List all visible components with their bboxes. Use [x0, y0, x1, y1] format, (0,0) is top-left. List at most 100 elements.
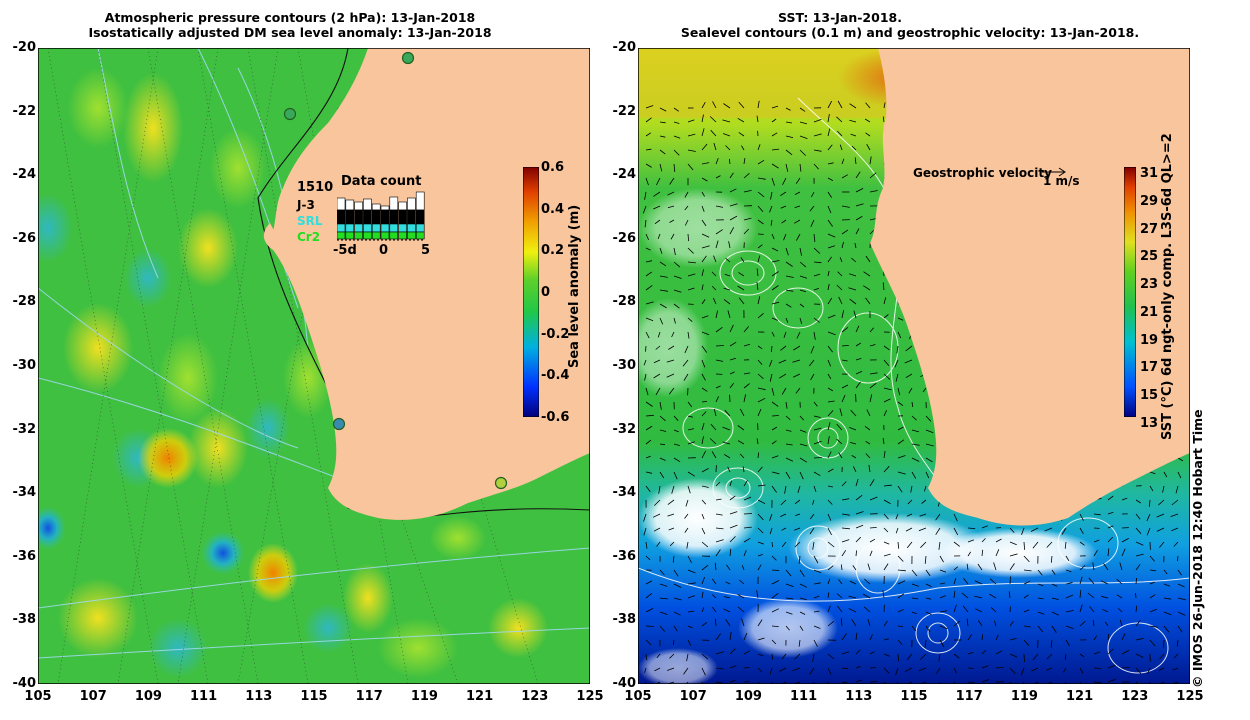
- velocity-arrow: [701, 143, 708, 151]
- data-count-bar: [389, 231, 399, 240]
- velocity-arrow: [865, 453, 871, 459]
- velocity-arrow: [841, 310, 844, 319]
- velocity-arrow: [1135, 619, 1141, 627]
- velocity-arrow: [812, 653, 815, 662]
- velocity-arrow: [953, 681, 956, 684]
- velocity-arrow: [799, 625, 804, 631]
- velocity-arrow: [981, 634, 984, 641]
- data-count-bar: [407, 209, 416, 225]
- velocity-arrow: [897, 569, 906, 572]
- velocity-arrow: [771, 247, 779, 252]
- velocity-arrow: [1116, 578, 1123, 585]
- velocity-arrow: [657, 331, 661, 338]
- velocity-arrow: [771, 485, 777, 493]
- sla-ytick-label: -32: [12, 421, 37, 437]
- velocity-arrow: [645, 592, 653, 599]
- sst-colorbar-tick: 21: [1140, 304, 1159, 320]
- velocity-arrow: [809, 513, 815, 520]
- velocity-arrow: [1163, 597, 1172, 600]
- velocity-arrow: [1176, 639, 1179, 647]
- velocity-arrow: [771, 415, 779, 417]
- velocity-arrow: [771, 132, 778, 137]
- velocity-arrow: [654, 667, 661, 672]
- velocity-arrow: [711, 285, 717, 291]
- velocity-arrow: [645, 117, 652, 123]
- velocity-arrow: [813, 415, 821, 418]
- velocity-arrow: [841, 681, 848, 684]
- velocity-arrow: [894, 359, 899, 368]
- velocity-arrow: [659, 303, 667, 309]
- velocity-arrow: [1079, 667, 1084, 674]
- velocity-arrow: [869, 496, 878, 501]
- pressure-contours: [38, 48, 590, 659]
- velocity-arrow: [643, 527, 647, 536]
- velocity-arrow: [729, 524, 738, 529]
- velocity-arrow: [655, 387, 661, 396]
- velocity-arrow: [883, 398, 891, 403]
- velocity-arrow: [836, 593, 843, 599]
- velocity-arrow: [795, 177, 801, 184]
- velocity-arrow: [729, 548, 732, 557]
- velocity-arrow: [656, 653, 661, 659]
- velocity-arrow: [739, 579, 745, 585]
- velocity-arrow: [659, 443, 666, 446]
- sla-xtick-label: 113: [245, 689, 273, 704]
- velocity-arrow: [715, 310, 718, 319]
- velocity-arrow: [653, 359, 661, 364]
- velocity-arrow: [673, 149, 680, 156]
- velocity-arrow: [785, 443, 793, 446]
- velocity-arrow: [715, 326, 723, 333]
- velocity-arrow: [911, 471, 917, 479]
- velocity-arrow: [995, 667, 1004, 669]
- velocity-arrow: [1065, 594, 1074, 599]
- velocity-arrow: [1093, 539, 1100, 543]
- velocity-arrow: [666, 373, 675, 378]
- velocity-arrow: [924, 555, 927, 564]
- velocity-arrow: [990, 607, 997, 613]
- velocity-arrow: [771, 455, 779, 459]
- velocity-arrow: [785, 471, 791, 480]
- velocity-arrow: [1092, 619, 1095, 627]
- velocity-arrow: [715, 157, 719, 165]
- velocity-arrow: [938, 653, 941, 662]
- sst-colorbar-tick: 17: [1140, 360, 1159, 376]
- data-count-bar: [415, 209, 425, 225]
- velocity-arrow: [783, 233, 787, 241]
- sst-xtick-label: 125: [1176, 689, 1204, 704]
- velocity-arrow: [1037, 611, 1045, 615]
- velocity-arrow: [905, 345, 913, 352]
- velocity-arrow: [659, 289, 668, 292]
- velocity-arrow: [799, 443, 808, 447]
- velocity-arrow: [883, 450, 886, 459]
- velocity-arrow: [864, 425, 871, 431]
- velocity-arrow: [785, 569, 792, 577]
- velocity-arrow: [780, 191, 787, 197]
- sla-colorbar-tick: 0.6: [541, 160, 565, 175]
- velocity-arrow: [785, 583, 794, 587]
- sst-colorbar-tick: 29: [1140, 193, 1159, 209]
- velocity-arrow: [725, 145, 731, 151]
- velocity-arrow: [757, 619, 763, 627]
- velocity-arrow: [841, 651, 850, 655]
- velocity-arrow: [827, 256, 832, 263]
- velocity-arrow: [869, 382, 877, 389]
- velocity-arrow: [963, 578, 969, 585]
- velocity-arrow: [827, 283, 830, 291]
- velocity-arrow: [743, 228, 749, 235]
- velocity-arrow: [757, 541, 765, 545]
- velocity-arrow: [729, 648, 736, 655]
- velocity-arrow: [659, 121, 666, 124]
- velocity-arrow: [794, 527, 801, 531]
- velocity-arrow: [1121, 650, 1130, 655]
- velocity-arrow: [723, 299, 731, 305]
- velocity-arrow: [869, 172, 877, 179]
- velocity-arrow: [659, 415, 666, 422]
- velocity-arrow: [839, 408, 843, 417]
- velocity-arrow: [653, 191, 661, 197]
- velocity-arrow: [841, 539, 850, 543]
- velocity-arrow: [669, 541, 675, 547]
- velocity-arrow: [1092, 562, 1095, 571]
- velocity-arrow: [792, 373, 801, 378]
- velocity-arrow: [645, 639, 652, 646]
- velocity-arrow: [778, 373, 787, 379]
